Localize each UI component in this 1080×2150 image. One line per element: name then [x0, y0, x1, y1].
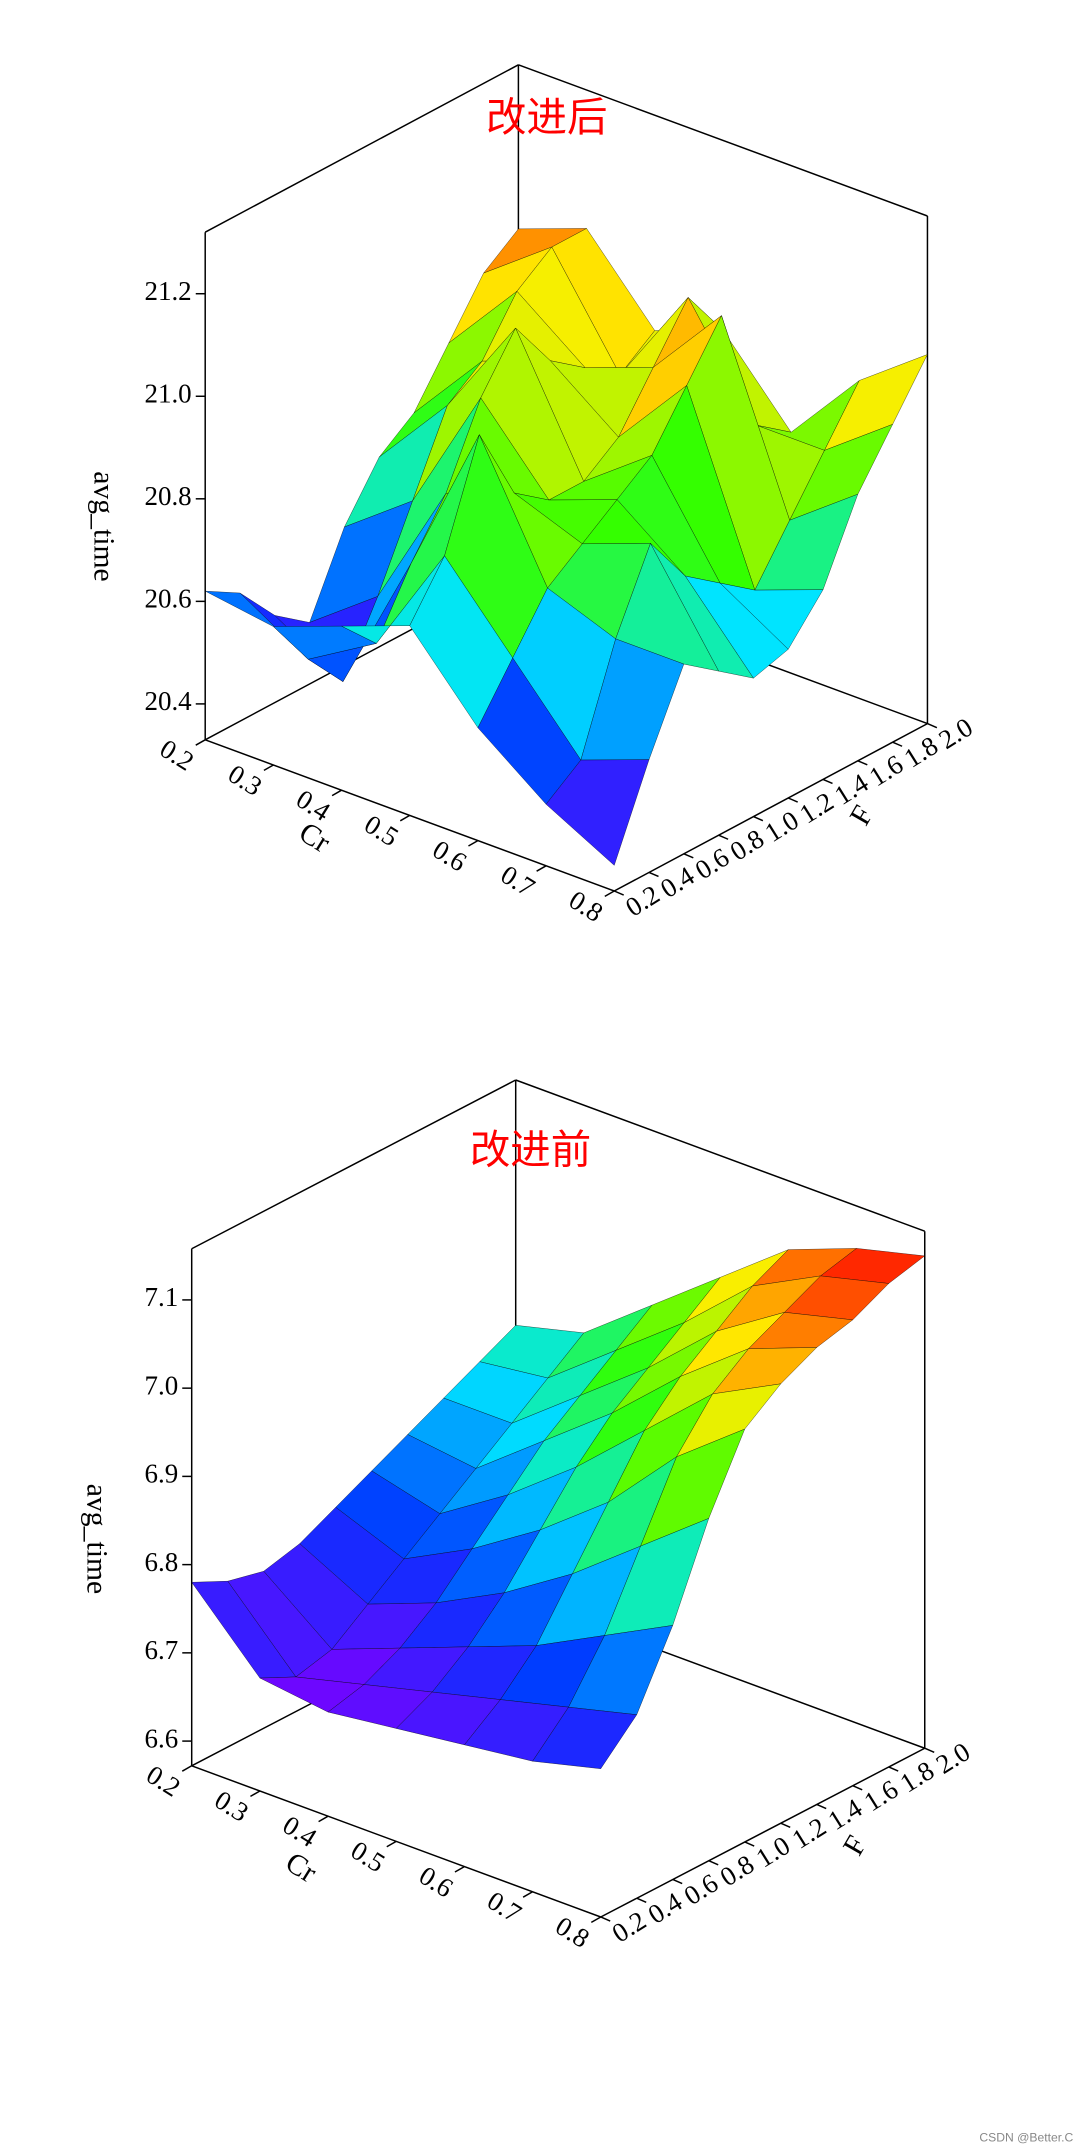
y-tick — [648, 871, 659, 878]
y-tick-label: 2.0 — [933, 712, 978, 755]
x-tick — [386, 1840, 397, 1848]
x-tick-label: 0.3 — [209, 1784, 254, 1827]
z-tick-label: 21.2 — [144, 276, 191, 306]
x-tick-label: 0.7 — [496, 859, 541, 902]
x-tick — [454, 1865, 465, 1873]
y-tick-label: 1.8 — [895, 1755, 940, 1798]
x-tick — [263, 764, 274, 772]
box-edge — [191, 1079, 517, 1250]
y-tick — [787, 797, 798, 803]
x-tick — [536, 865, 547, 872]
surface-cell — [532, 1706, 638, 1770]
z-tick-label: 20.4 — [144, 686, 192, 716]
x-tick-label: 0.3 — [223, 759, 268, 802]
x-tick — [250, 1790, 261, 1798]
y-tick-label: 1.0 — [751, 1830, 796, 1873]
x-tick-label: 0.5 — [346, 1835, 391, 1878]
y-tick — [613, 890, 624, 896]
y-tick-label: 0.8 — [715, 1849, 760, 1892]
y-axis — [600, 1747, 926, 1918]
y-tick — [718, 834, 729, 840]
box-edge — [518, 64, 928, 217]
x-tick — [195, 739, 206, 746]
z-tick-label: 21.0 — [144, 378, 191, 408]
y-axis-label: F — [844, 801, 880, 831]
y-axis — [613, 722, 928, 892]
x-tick-label: 0.4 — [278, 1810, 323, 1854]
x-tick — [318, 1815, 329, 1823]
y-tick-label: 0.4 — [643, 1886, 688, 1930]
y-tick-label: 1.2 — [787, 1811, 832, 1854]
x-tick-label: 0.6 — [427, 834, 472, 877]
y-tick-label: 2.0 — [931, 1736, 976, 1779]
y-tick — [852, 1785, 863, 1791]
z-tick-label: 6.7 — [144, 1635, 178, 1665]
y-tick-label: 0.2 — [607, 1905, 652, 1948]
z-axis-label: avg_time — [87, 471, 119, 581]
x-tick-label: 0.8 — [564, 885, 609, 928]
chart-title: 改进后 — [486, 95, 607, 140]
x-tick-label: 0.2 — [155, 733, 200, 776]
x-tick — [331, 789, 342, 797]
x-tick — [399, 814, 411, 822]
y-axis-label: F — [837, 1831, 873, 1861]
x-axis-label: Cr — [293, 816, 335, 859]
z-tick-label: 6.8 — [144, 1547, 178, 1577]
chart-title: 改进前 — [470, 1128, 591, 1173]
y-tick — [927, 722, 938, 729]
y-tick — [636, 1897, 647, 1903]
y-tick — [857, 760, 868, 766]
y-tick — [744, 1841, 755, 1847]
y-tick-label: 1.6 — [859, 1774, 904, 1817]
x-tick-label: 0.5 — [359, 809, 404, 852]
y-tick — [892, 741, 903, 747]
x-tick — [604, 890, 615, 898]
y-tick — [924, 1747, 935, 1753]
y-tick — [780, 1822, 791, 1828]
box-edge — [515, 1079, 926, 1232]
y-tick-label: 1.4 — [823, 1792, 868, 1836]
x-tick — [468, 839, 479, 847]
x-tick — [181, 1765, 193, 1772]
y-tick — [708, 1860, 719, 1866]
z-axis-label: avg_time — [81, 1484, 113, 1594]
z-tick-label: 20.8 — [144, 481, 191, 511]
x-tick-label: 0.7 — [482, 1885, 527, 1928]
surface-cell — [545, 759, 650, 866]
y-tick-label: 0.6 — [679, 1868, 724, 1911]
y-tick — [672, 1878, 683, 1885]
x-tick-label: 0.8 — [550, 1910, 595, 1953]
x-tick — [590, 1916, 602, 1924]
y-tick — [683, 853, 694, 859]
x-axis-label: Cr — [280, 1846, 322, 1889]
y-tick — [888, 1766, 899, 1772]
y-tick — [822, 778, 833, 785]
y-tick — [600, 1916, 611, 1922]
y-tick — [816, 1803, 827, 1810]
z-tick-label: 20.6 — [144, 584, 191, 614]
z-tick-label: 7.1 — [144, 1282, 178, 1312]
z-tick-label: 7.0 — [144, 1370, 178, 1400]
z-tick-label: 6.9 — [144, 1459, 178, 1489]
y-tick — [753, 815, 764, 822]
x-tick-label: 0.6 — [414, 1860, 459, 1903]
box-edge — [204, 64, 519, 233]
z-tick-label: 6.6 — [144, 1723, 178, 1753]
x-tick — [522, 1891, 533, 1898]
x-tick-label: 0.2 — [141, 1759, 186, 1802]
watermark: CSDN @Better.C — [979, 2131, 1073, 2145]
